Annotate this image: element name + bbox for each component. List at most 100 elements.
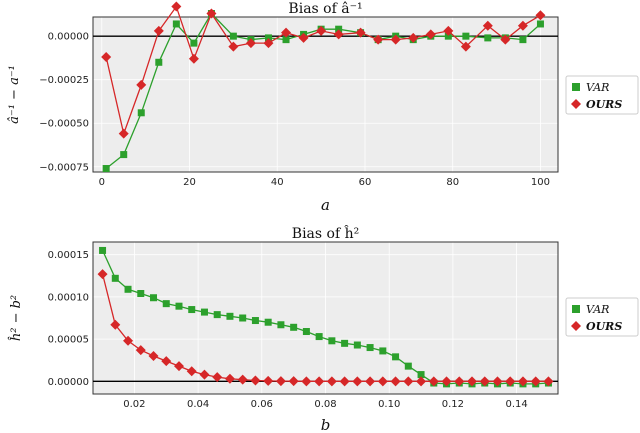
data-point xyxy=(99,246,107,254)
data-point xyxy=(172,20,180,28)
data-point xyxy=(118,128,129,139)
x-tick-label: 0.04 xyxy=(187,399,209,410)
legend-label: OURS xyxy=(586,320,622,333)
data-point xyxy=(153,25,164,36)
data-point xyxy=(250,375,261,386)
data-point xyxy=(281,27,292,38)
data-point xyxy=(206,8,217,19)
data-point xyxy=(441,376,452,387)
data-point xyxy=(404,362,412,370)
x-tick-label: 0.02 xyxy=(123,399,145,410)
data-point xyxy=(301,376,312,387)
data-point xyxy=(190,39,198,47)
data-point xyxy=(408,32,419,43)
x-tick-label: 40 xyxy=(271,177,284,188)
legend-box xyxy=(565,75,639,115)
data-point xyxy=(150,294,158,302)
data-point xyxy=(229,32,237,40)
y-tick-label: 0.00010 xyxy=(48,292,89,303)
legend-marker xyxy=(572,83,580,91)
data-point xyxy=(263,38,274,49)
data-point xyxy=(379,347,387,355)
data-point xyxy=(315,333,323,341)
data-point xyxy=(460,41,471,52)
data-point xyxy=(352,376,363,387)
legend-marker xyxy=(571,99,581,109)
data-point xyxy=(155,58,163,66)
data-point xyxy=(454,376,465,387)
y-tick-label: 0.00000 xyxy=(48,377,89,388)
data-point xyxy=(505,376,516,387)
data-point xyxy=(314,376,325,387)
x-tick-label: 100 xyxy=(531,177,550,188)
data-point xyxy=(97,269,108,280)
data-point xyxy=(213,311,221,319)
data-point xyxy=(479,376,490,387)
plot-area xyxy=(92,16,559,173)
data-point xyxy=(536,20,544,28)
data-point xyxy=(162,300,170,308)
data-point xyxy=(188,53,199,64)
x-axis-label: a xyxy=(321,196,330,214)
data-point xyxy=(275,376,286,387)
data-point xyxy=(366,344,374,352)
data-point xyxy=(482,20,493,31)
data-point xyxy=(530,376,541,387)
data-point xyxy=(428,376,439,387)
x-tick-label: 60 xyxy=(359,177,372,188)
data-point xyxy=(263,375,274,386)
x-tick-label: 0 xyxy=(99,177,105,188)
data-point xyxy=(290,323,298,331)
legend-b: VAR OURS xyxy=(565,297,639,337)
data-point xyxy=(264,34,272,42)
data-point xyxy=(226,312,234,320)
data-point xyxy=(137,109,145,117)
data-point xyxy=(161,356,172,367)
series-ours xyxy=(101,1,546,139)
data-point xyxy=(392,353,400,361)
data-point xyxy=(200,308,208,316)
data-point xyxy=(328,337,336,345)
data-point xyxy=(175,302,183,310)
data-point xyxy=(335,25,343,33)
x-tick-label: 80 xyxy=(446,177,459,188)
y-tick-label: −0.00075 xyxy=(39,162,89,173)
data-point xyxy=(245,38,256,49)
data-point xyxy=(264,318,272,326)
data-point xyxy=(239,314,247,322)
data-point xyxy=(186,366,197,377)
data-point xyxy=(416,376,427,387)
data-point xyxy=(377,376,388,387)
data-point xyxy=(237,374,248,385)
data-point xyxy=(199,369,210,380)
data-point xyxy=(339,376,350,387)
data-point xyxy=(282,36,290,44)
data-point xyxy=(425,29,436,40)
data-point xyxy=(341,339,349,347)
data-point xyxy=(500,34,511,45)
data-point xyxy=(136,79,147,90)
x-tick-label: 0.10 xyxy=(378,399,400,410)
data-point xyxy=(517,376,528,387)
data-point xyxy=(519,36,527,44)
data-point xyxy=(135,345,146,356)
chart-title: Bias of ĥ² xyxy=(292,224,359,242)
legend-box xyxy=(565,297,639,337)
legend-a: VAR OURS xyxy=(565,75,639,115)
data-point xyxy=(224,373,235,384)
data-point xyxy=(333,29,344,40)
data-point xyxy=(111,274,119,282)
data-point xyxy=(171,1,182,12)
y-tick-label: 0.00005 xyxy=(48,335,89,346)
x-tick-label: 0.06 xyxy=(251,399,273,410)
data-point xyxy=(148,351,159,361)
data-point xyxy=(102,165,110,173)
data-point xyxy=(316,25,327,36)
x-tick-label: 0.08 xyxy=(314,399,336,410)
data-point xyxy=(484,34,492,42)
data-point xyxy=(462,32,470,40)
chart-b: 0.02 0.04 0.06 0.08 0.10 0.12 0.14 0.00000 0.000… xyxy=(8,224,559,433)
y-axis-label: ĥ² − b² xyxy=(8,295,24,341)
data-point xyxy=(403,376,414,387)
